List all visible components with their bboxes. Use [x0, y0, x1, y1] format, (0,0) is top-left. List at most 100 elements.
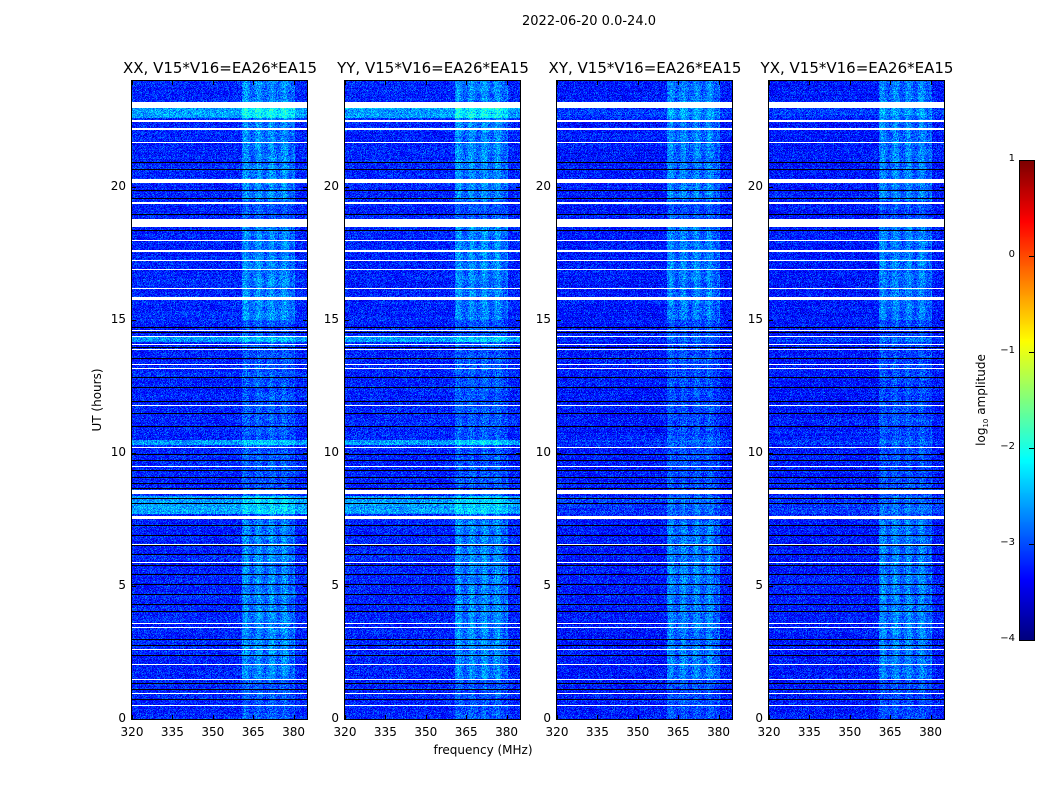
- colorbar-tick-mark: [1029, 256, 1034, 257]
- y-tick-label: 20: [323, 179, 339, 194]
- x-tick-mark: [769, 81, 770, 85]
- x-tick-mark: [172, 715, 174, 719]
- x-tick-label: 365: [454, 725, 478, 739]
- y-tick-mark: [516, 453, 520, 455]
- y-tick-label: 10: [747, 445, 763, 460]
- x-tick-mark: [597, 715, 599, 719]
- heatmap-panel-xx: [131, 80, 308, 720]
- x-tick-label: 380: [495, 725, 518, 739]
- y-tick-mark: [516, 187, 520, 189]
- x-tick-mark: [212, 81, 214, 85]
- colorbar-tick-label: 1: [1008, 153, 1015, 164]
- y-tick-label: 15: [535, 312, 551, 327]
- y-tick-mark: [303, 320, 307, 322]
- x-tick-mark: [293, 81, 295, 85]
- y-tick-mark: [132, 320, 136, 322]
- x-tick-label: 350: [626, 725, 650, 739]
- y-tick-label: 20: [110, 179, 126, 194]
- x-tick-mark: [212, 715, 214, 719]
- y-tick-label: 10: [535, 445, 551, 460]
- x-tick-mark: [809, 81, 811, 85]
- heatmap-image: [557, 81, 732, 719]
- y-tick-mark: [728, 187, 732, 189]
- x-tick-label: 380: [919, 725, 942, 739]
- y-tick-mark: [557, 719, 561, 720]
- y-tick-label: 5: [331, 578, 339, 593]
- colorbar-tick-mark: [1029, 352, 1034, 353]
- heatmap-image: [345, 81, 520, 719]
- y-tick-label: 20: [747, 179, 763, 194]
- y-tick-mark: [728, 719, 732, 720]
- colorbar: [1019, 160, 1035, 641]
- colorbar-tick-label: −2: [1000, 441, 1015, 452]
- x-tick-mark: [890, 715, 892, 719]
- y-tick-label: 5: [118, 578, 126, 593]
- x-tick-mark: [809, 715, 811, 719]
- panel-title: XY, V15*V16=EA26*EA15: [548, 59, 742, 77]
- y-tick-mark: [728, 586, 732, 588]
- x-tick-label: 365: [666, 725, 690, 739]
- x-tick-mark: [132, 81, 133, 85]
- colorbar-tick-label: 0: [1008, 249, 1015, 260]
- x-tick-mark: [466, 715, 468, 719]
- y-tick-label: 5: [543, 578, 551, 593]
- colorbar-tick-mark: [1029, 544, 1034, 545]
- y-tick-label: 15: [747, 312, 763, 327]
- x-tick-mark: [678, 81, 680, 85]
- x-tick-mark: [597, 81, 599, 85]
- y-tick-mark: [557, 187, 561, 189]
- x-tick-mark: [466, 81, 468, 85]
- y-tick-mark: [345, 453, 349, 455]
- colorbar-tick-label: −1: [1000, 345, 1015, 356]
- heatmap-panel-yx: [768, 80, 945, 720]
- y-tick-label: 0: [755, 711, 763, 725]
- y-tick-mark: [940, 586, 944, 588]
- y-tick-mark: [728, 453, 732, 455]
- y-tick-label: 5: [755, 578, 763, 593]
- y-tick-mark: [303, 453, 307, 455]
- x-axis-label: frequency (MHz): [433, 743, 533, 757]
- x-tick-mark: [769, 715, 770, 719]
- panel-title: XX, V15*V16=EA26*EA15: [122, 59, 318, 77]
- x-tick-mark: [637, 715, 639, 719]
- x-tick-mark: [253, 715, 255, 719]
- x-tick-mark: [557, 715, 558, 719]
- x-tick-mark: [345, 81, 346, 85]
- y-tick-mark: [303, 187, 307, 189]
- panel-title: YX, V15*V16=EA26*EA15: [760, 59, 954, 77]
- y-tick-mark: [728, 320, 732, 322]
- y-tick-mark: [769, 586, 773, 588]
- y-tick-mark: [940, 320, 944, 322]
- y-tick-mark: [769, 719, 773, 720]
- x-tick-mark: [506, 81, 508, 85]
- y-tick-label: 0: [543, 711, 551, 725]
- heatmap-image: [132, 81, 307, 719]
- x-tick-label: 320: [120, 725, 144, 739]
- y-tick-label: 10: [110, 445, 126, 460]
- x-tick-label: 335: [585, 725, 609, 739]
- colorbar-tick-label: −3: [1000, 537, 1015, 548]
- y-tick-mark: [345, 719, 349, 720]
- y-tick-mark: [516, 719, 520, 720]
- y-tick-label: 10: [323, 445, 339, 460]
- y-tick-mark: [557, 586, 561, 588]
- y-tick-mark: [516, 586, 520, 588]
- x-tick-mark: [385, 715, 387, 719]
- x-tick-mark: [637, 81, 639, 85]
- y-tick-mark: [132, 719, 136, 720]
- x-tick-label: 335: [160, 725, 184, 739]
- x-tick-mark: [890, 81, 892, 85]
- y-tick-mark: [345, 320, 349, 322]
- x-tick-label: 365: [878, 725, 902, 739]
- x-tick-mark: [132, 715, 133, 719]
- y-tick-mark: [132, 187, 136, 189]
- x-tick-mark: [557, 81, 558, 85]
- x-tick-mark: [425, 715, 427, 719]
- y-tick-label: 0: [331, 711, 339, 725]
- colorbar-tick-mark: [1029, 448, 1034, 449]
- y-tick-mark: [132, 453, 136, 455]
- x-tick-mark: [425, 81, 427, 85]
- x-tick-label: 320: [545, 725, 569, 739]
- x-tick-mark: [385, 81, 387, 85]
